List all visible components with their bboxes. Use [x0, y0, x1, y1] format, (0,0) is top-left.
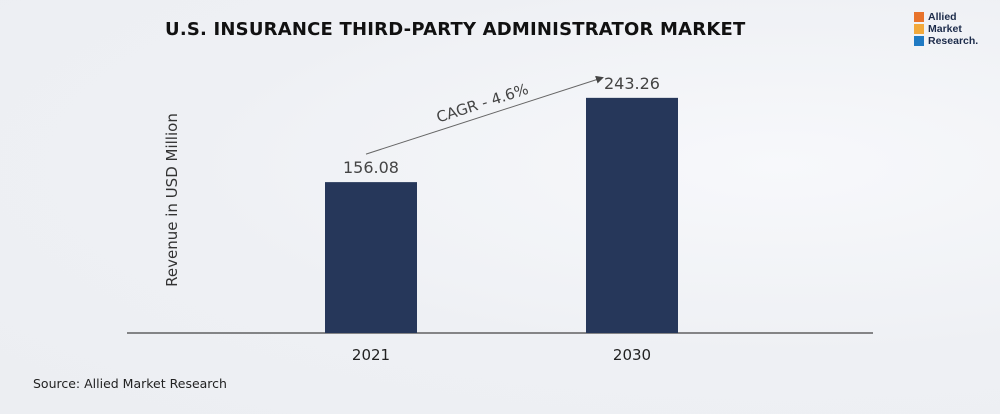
logo-text: Allied Market Research.	[928, 11, 979, 47]
bar-2021	[325, 182, 417, 333]
chart-title: U.S. INSURANCE THIRD-PARTY ADMINISTRATOR…	[165, 19, 746, 40]
data-label-2021: 156.08	[343, 158, 399, 177]
cagr-arrow	[365, 75, 604, 155]
data-label-2030: 243.26	[604, 74, 660, 93]
allied-market-research-logo: Allied Market Research.	[912, 10, 992, 52]
cagr-annotation: CAGR - 4.6%	[434, 80, 530, 127]
bar-2030	[586, 97, 678, 333]
logo-mark-icon	[914, 12, 924, 48]
source-note: Source: Allied Market Research	[33, 376, 227, 391]
x-tick-2030: 2030	[613, 346, 651, 364]
x-tick-2021: 2021	[352, 346, 390, 364]
